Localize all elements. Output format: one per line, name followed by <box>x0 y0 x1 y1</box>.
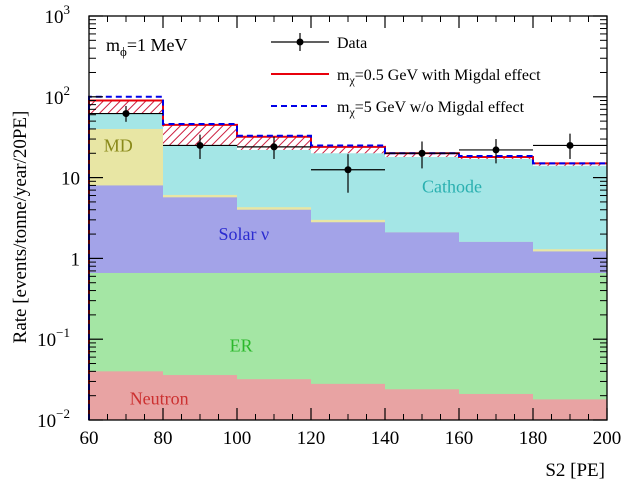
legend-label-sub: χ <box>348 73 355 87</box>
y-axis-label: Rate [events/tonne/year/20PE] <box>10 111 31 344</box>
annotation-sub: ϕ <box>120 44 127 59</box>
data-point <box>492 146 500 154</box>
y-tick-base: 10 <box>61 169 80 190</box>
stack-bin-neutron <box>311 383 385 420</box>
region-label-md: MD <box>104 136 133 156</box>
legend-label: mχ=5 GeV w/o Migdal effect <box>337 99 525 119</box>
hatch-bin <box>311 146 385 154</box>
x-axis-label: S2 [PE] <box>545 460 605 481</box>
y-tick-base: 10 <box>37 411 56 432</box>
x-tick-label: 180 <box>519 428 548 449</box>
x-tick-label: 140 <box>371 428 400 449</box>
legend-label-sub: χ <box>348 105 355 119</box>
x-tick-label: 80 <box>154 428 173 449</box>
x-tick-label: 120 <box>297 428 326 449</box>
y-tick-base: 10 <box>37 330 56 351</box>
region-label-solar: Solar ν <box>219 224 270 244</box>
data-point <box>122 110 130 118</box>
y-tick-label: 103 <box>45 2 71 28</box>
data-point <box>270 143 278 151</box>
y-tick-exponent: −2 <box>56 406 70 421</box>
y-tick-label: 102 <box>45 83 71 109</box>
data-point <box>418 149 426 157</box>
annotation-rest: =1 MeV <box>127 35 188 55</box>
mediator-mass-annotation: mϕ=1 MeV <box>106 35 188 59</box>
y-tick-exponent: −1 <box>56 325 70 340</box>
y-tick-base: 10 <box>45 7 64 28</box>
y-tick-base: 10 <box>45 88 64 109</box>
data-point <box>566 141 574 149</box>
region-labels: MD Cathode Solar ν ER Neutron <box>104 136 482 409</box>
data-point <box>344 166 352 174</box>
data-points <box>89 105 607 193</box>
axis-text: S2 [PE] Rate [events/tonne/year/20PE] mϕ… <box>10 35 605 481</box>
stack-bin-neutron <box>163 375 237 420</box>
no-migdal-signal-line <box>88 95 607 420</box>
y-tick-label: 10 <box>61 169 80 190</box>
legend-label-rest: =0.5 GeV with Migdal effect <box>355 67 541 84</box>
y-tick-label: 10−1 <box>37 325 70 351</box>
hatch-bin <box>533 163 607 166</box>
annotation-base: m <box>106 35 120 55</box>
legend-label-base: m <box>337 99 350 116</box>
legend-label-base: Data <box>337 35 367 52</box>
y-tick-base: 1 <box>71 249 81 270</box>
x-tick-label: 200 <box>593 428 622 449</box>
x-tick-label: 160 <box>445 428 474 449</box>
y-tick-exponent: 2 <box>64 83 71 98</box>
x-tick-label: 60 <box>80 428 99 449</box>
region-label-er: ER <box>230 336 253 356</box>
legend-label: mχ=0.5 GeV with Migdal effect <box>337 67 541 87</box>
y-tick-exponent: 3 <box>64 2 71 17</box>
y-tick-label: 10−2 <box>37 406 70 432</box>
region-label-cathode: Cathode <box>422 177 482 197</box>
stack-bin-neutron <box>89 371 163 420</box>
y-tick-label: 1 <box>71 249 81 270</box>
stack-bin-er <box>533 272 607 420</box>
region-label-neutron: Neutron <box>130 389 189 409</box>
x-tick-label: 100 <box>223 428 252 449</box>
legend-data-marker <box>296 38 304 46</box>
stack-fills <box>89 113 607 420</box>
legend-label-base: m <box>337 67 350 84</box>
legend-label-rest: =5 GeV w/o Migdal effect <box>355 99 525 116</box>
legend-label: Data <box>337 35 367 52</box>
data-point <box>196 141 204 149</box>
stack-bin-neutron <box>237 379 311 420</box>
